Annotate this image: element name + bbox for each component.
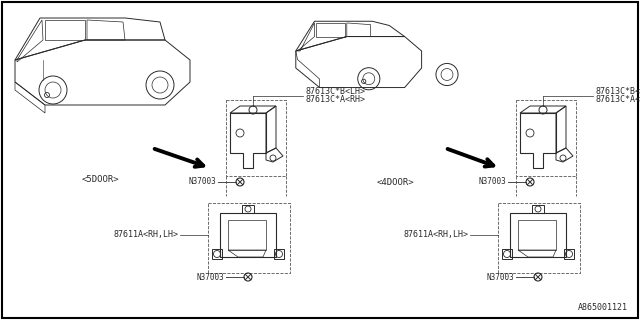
Bar <box>274 249 284 259</box>
Text: N37003: N37003 <box>196 273 224 282</box>
Text: N37003: N37003 <box>478 178 506 187</box>
Bar <box>242 205 254 213</box>
Bar <box>532 205 544 213</box>
Bar <box>212 249 222 259</box>
Bar <box>518 220 556 250</box>
Text: <4DOOR>: <4DOOR> <box>376 178 414 187</box>
Text: 87611A<RH,LH>: 87611A<RH,LH> <box>403 230 468 239</box>
Text: <5DOOR>: <5DOOR> <box>81 175 119 184</box>
Text: N37003: N37003 <box>188 178 216 187</box>
Text: N37003: N37003 <box>486 273 514 282</box>
Bar <box>228 220 266 250</box>
Text: 87613C*B<LH>: 87613C*B<LH> <box>595 86 640 95</box>
Text: 87613C*A<RH>: 87613C*A<RH> <box>305 95 365 105</box>
Bar <box>510 213 566 257</box>
Text: 87611A<RH,LH>: 87611A<RH,LH> <box>113 230 178 239</box>
Text: 87613C*A<RH>: 87613C*A<RH> <box>595 95 640 105</box>
Bar <box>564 249 574 259</box>
Text: A865001121: A865001121 <box>578 303 628 312</box>
Bar <box>220 213 276 257</box>
Text: 87613C*B<LH>: 87613C*B<LH> <box>305 86 365 95</box>
Bar <box>502 249 512 259</box>
